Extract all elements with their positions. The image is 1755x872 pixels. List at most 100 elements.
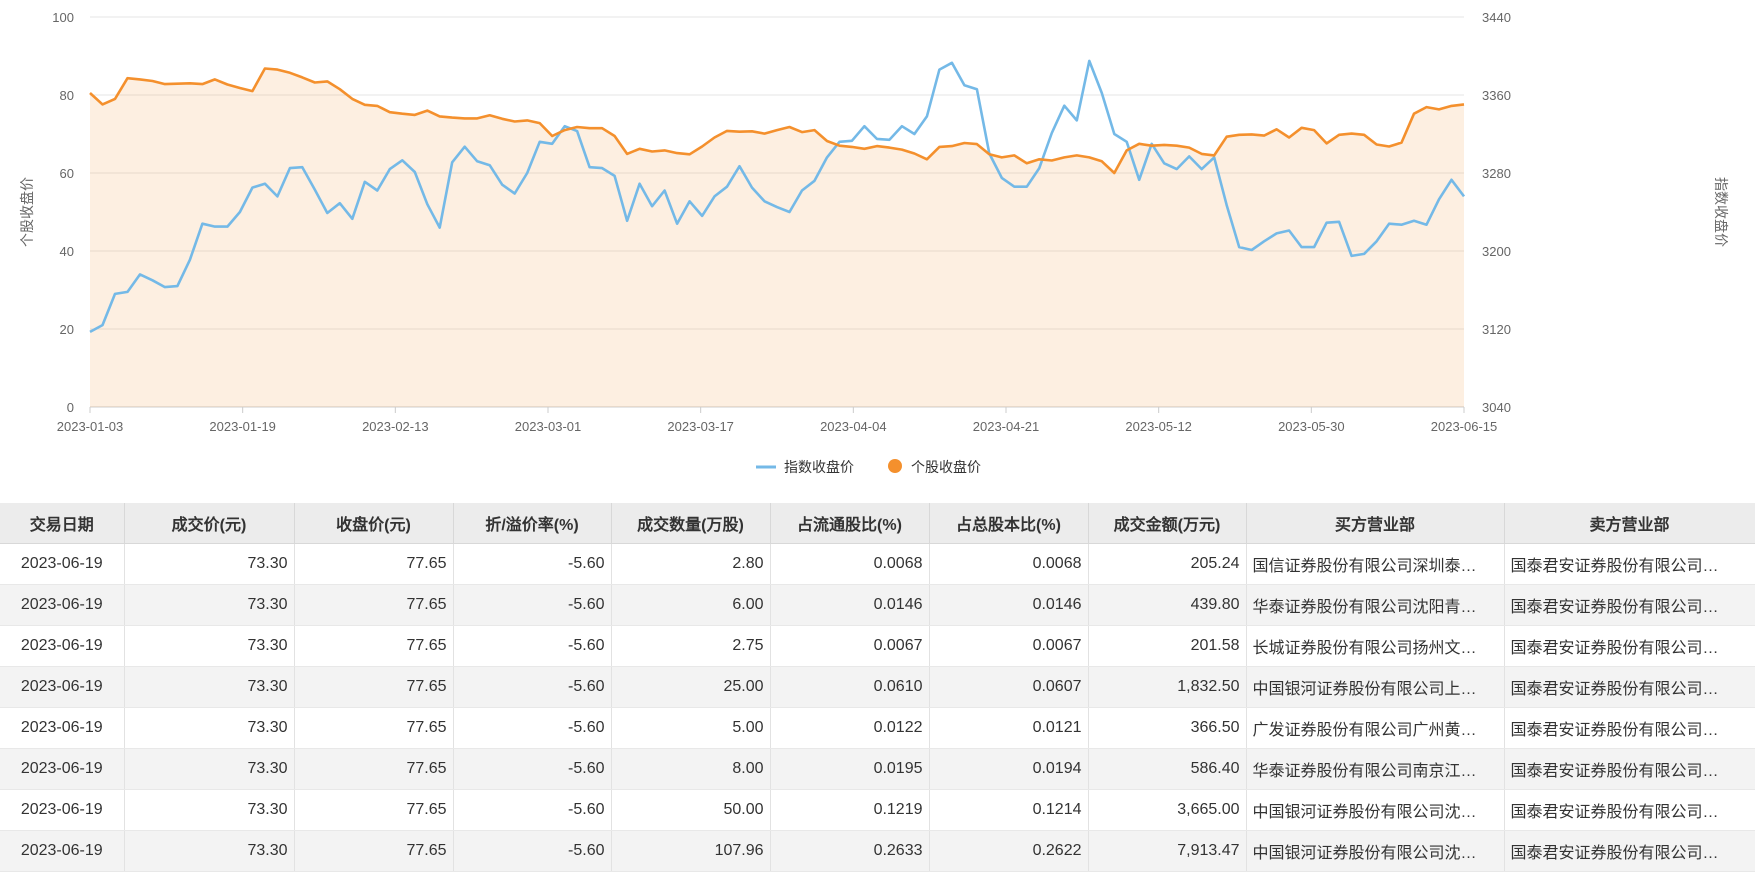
table-cell: 华泰证券股份有限公司沈阳青… (1246, 584, 1505, 626)
table-cell: 国泰君安证券股份有限公司… (1504, 543, 1755, 585)
legend-label: 个股收盘价 (911, 459, 981, 475)
table-cell: 中国银河证券股份有限公司沈… (1246, 789, 1505, 831)
x-tick-label: 2023-02-13 (362, 419, 429, 434)
column-header[interactable]: 成交价(元) (124, 503, 295, 544)
x-tick-label: 2023-04-04 (820, 419, 887, 434)
table-row: 2023-06-19 73.30 77.65 -5.60 2.80 0.0068 0.006… (0, 543, 1755, 585)
table-cell: -5.60 (453, 584, 612, 626)
table-cell: 中国银河证券股份有限公司上… (1246, 666, 1505, 708)
table-cell: 2023-06-19 (0, 789, 125, 831)
legend-label: 指数收盘价 (784, 459, 854, 475)
table-cell: 国泰君安证券股份有限公司… (1504, 707, 1755, 749)
index-close-line (89, 59, 1466, 334)
column-header[interactable]: 成交金额(万元) (1088, 503, 1247, 544)
table-row: 2023-06-19 73.30 77.65 -5.60 2.75 0.0067 0.006… (0, 625, 1755, 667)
stock-close-area-fill (90, 68, 1464, 407)
y-right-tick-label: 3360 (1482, 88, 1511, 103)
table-cell: -5.60 (453, 830, 612, 872)
table-cell: 国泰君安证券股份有限公司… (1504, 666, 1755, 708)
table-row: 2023-06-19 73.30 77.65 -5.60 50.00 0.1219 0.12… (0, 789, 1755, 831)
table-cell: 国泰君安证券股份有限公司… (1504, 584, 1755, 626)
dual-axis-line-chart: 0 20 40 60 80 100 3040 3120 3200 3280 3360 3440 个股收盘… (19, 10, 1729, 475)
table-cell: 国泰君安证券股份有限公司… (1504, 625, 1755, 667)
legend[interactable]: 指数收盘价 个股收盘价 (756, 459, 981, 475)
table-cell: 77.65 (294, 789, 454, 831)
y-left-tick-label: 0 (67, 400, 74, 415)
y-left-tick-label: 60 (60, 166, 74, 181)
table-cell: 77.65 (294, 625, 454, 667)
table-cell: -5.60 (453, 543, 612, 585)
table-cell: 77.65 (294, 543, 454, 585)
y-right-tick-label: 3200 (1482, 244, 1511, 259)
table-cell: 广发证券股份有限公司广州黄… (1246, 707, 1505, 749)
column-header[interactable]: 成交数量(万股) (611, 503, 771, 544)
table-cell: 2023-06-19 (0, 584, 125, 626)
legend-item-index[interactable]: 指数收盘价 (756, 459, 854, 475)
table-cell: 0.2633 (770, 830, 930, 872)
line-layer (89, 59, 1466, 334)
y-right-tick-label: 3040 (1482, 400, 1511, 415)
table-cell: 2.80 (611, 543, 771, 585)
table-cell: -5.60 (453, 625, 612, 667)
table-cell: 73.30 (124, 830, 295, 872)
table-cell: 77.65 (294, 748, 454, 790)
grid-layer (90, 16, 1464, 408)
table-cell: 6.00 (611, 584, 771, 626)
column-header[interactable]: 折/溢价率(%) (453, 503, 612, 544)
table-cell: 0.0068 (770, 543, 930, 585)
column-header[interactable]: 交易日期 (0, 503, 125, 544)
table-cell: 439.80 (1088, 584, 1247, 626)
table-cell: -5.60 (453, 748, 612, 790)
table-cell: 586.40 (1088, 748, 1247, 790)
column-header[interactable]: 收盘价(元) (294, 503, 454, 544)
legend-item-stock[interactable]: 个股收盘价 (888, 459, 981, 475)
y-right-axis-title: 指数收盘价 (1713, 177, 1729, 247)
table-cell: 0.0068 (929, 543, 1089, 585)
table-cell: 0.0121 (929, 707, 1089, 749)
column-header[interactable]: 卖方营业部 (1504, 503, 1755, 544)
y-left-tick-label: 40 (60, 244, 74, 259)
table-cell: 2023-06-19 (0, 625, 125, 667)
stock-close-line (89, 67, 1465, 175)
table-cell: 77.65 (294, 666, 454, 708)
table-cell: 73.30 (124, 789, 295, 831)
table-cell: 0.0195 (770, 748, 930, 790)
table-cell: 0.1214 (929, 789, 1089, 831)
table-cell: 73.30 (124, 584, 295, 626)
y-left-tick-label: 80 (60, 88, 74, 103)
table-cell: 77.65 (294, 707, 454, 749)
x-tick-label: 2023-03-17 (667, 419, 734, 434)
column-header[interactable]: 占流通股比(%) (770, 503, 930, 544)
table-row: 2023-06-19 73.30 77.65 -5.60 8.00 0.0195 0.019… (0, 748, 1755, 790)
table-cell: 2023-06-19 (0, 748, 125, 790)
table-cell: 0.0067 (929, 625, 1089, 667)
table-cell: 国信证券股份有限公司深圳泰… (1246, 543, 1505, 585)
table-cell: 73.30 (124, 543, 295, 585)
y-left-tick-label: 100 (52, 10, 74, 25)
column-header[interactable]: 占总股本比(%) (929, 503, 1089, 544)
table-cell: 25.00 (611, 666, 771, 708)
table-cell: 0.0067 (770, 625, 930, 667)
x-tick-label: 2023-04-21 (973, 419, 1040, 434)
table-cell: 8.00 (611, 748, 771, 790)
table-cell: 国泰君安证券股份有限公司… (1504, 789, 1755, 831)
chart-area: 0 20 40 60 80 100 3040 3120 3200 3280 3360 3440 个股收盘… (19, 10, 1729, 475)
table-cell: 366.50 (1088, 707, 1247, 749)
column-header[interactable]: 买方营业部 (1246, 503, 1505, 544)
table-cell: 0.2622 (929, 830, 1089, 872)
table-cell: 0.0146 (770, 584, 930, 626)
table-cell: -5.60 (453, 789, 612, 831)
table-cell: -5.60 (453, 666, 612, 708)
table-cell: 50.00 (611, 789, 771, 831)
area-layer (90, 68, 1464, 407)
x-tick-label: 2023-05-12 (1125, 419, 1192, 434)
table-cell: 3,665.00 (1088, 789, 1247, 831)
block-trade-table: 交易日期 成交价(元) 收盘价(元) 折/溢价率(%) 成交数量(万股) 占流通股比(%)… (0, 503, 1755, 872)
y-left-tick-label: 20 (60, 322, 74, 337)
table-cell: 国泰君安证券股份有限公司… (1504, 830, 1755, 872)
table-cell: 205.24 (1088, 543, 1247, 585)
table-cell: 0.0146 (929, 584, 1089, 626)
y-right-tick-label: 3280 (1482, 166, 1511, 181)
table-cell: -5.60 (453, 707, 612, 749)
table-cell: 0.0607 (929, 666, 1089, 708)
